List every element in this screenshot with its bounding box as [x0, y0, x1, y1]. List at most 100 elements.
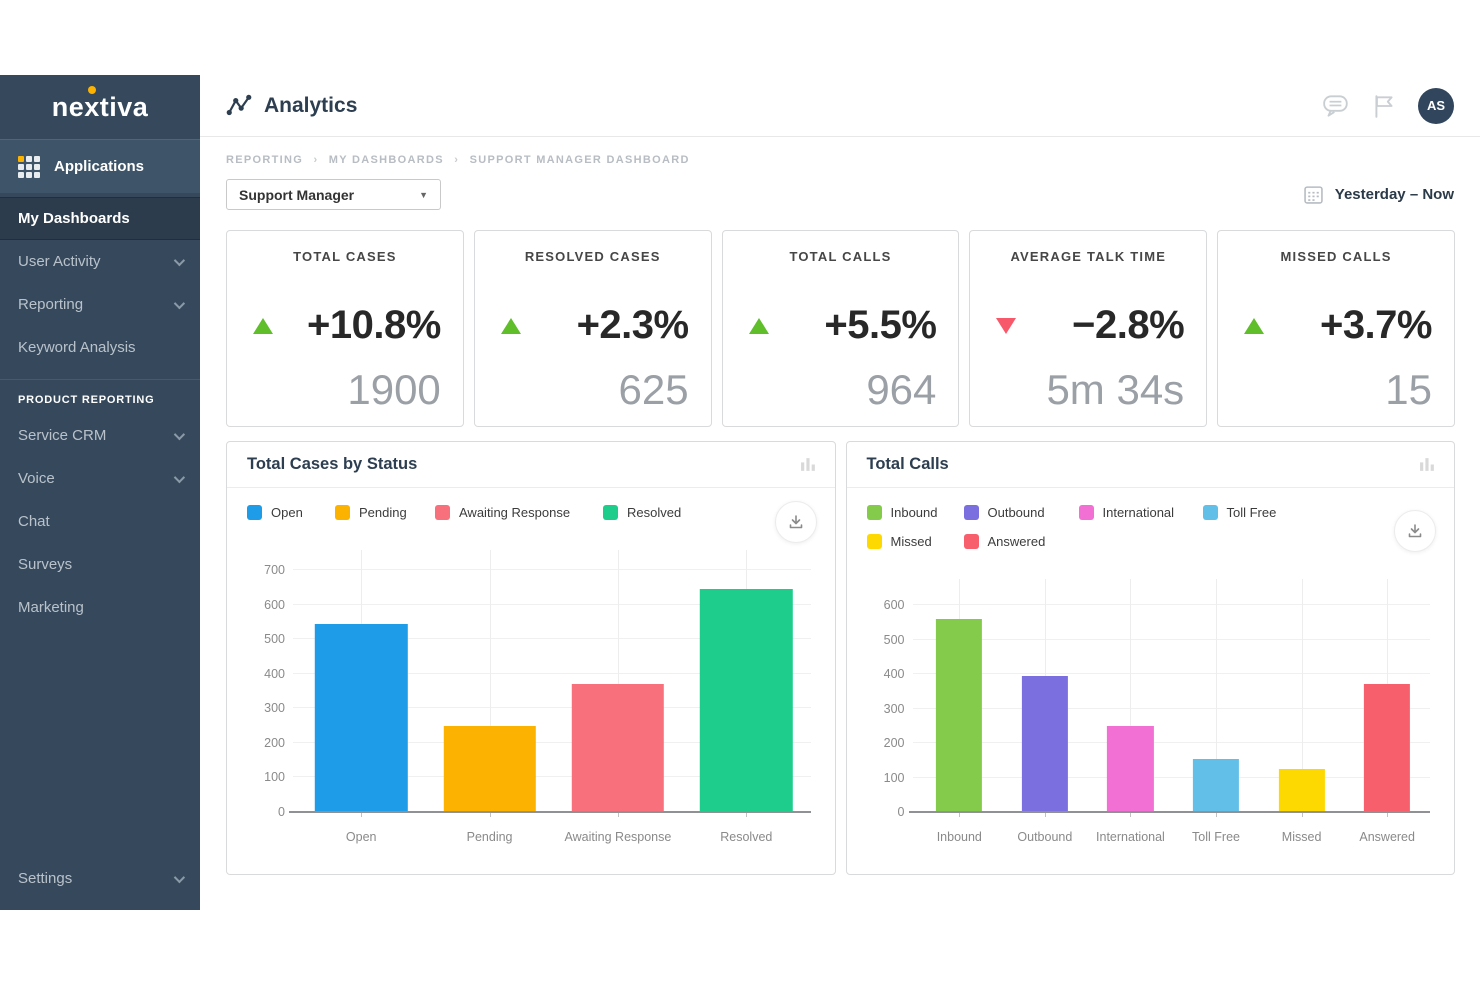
breadcrumb: REPORTING › MY DASHBOARDS › SUPPORT MANA… — [226, 154, 1454, 166]
bar-resolved[interactable] — [700, 589, 793, 812]
legend-item-toll-free[interactable]: Toll Free — [1202, 505, 1435, 520]
chat-bubble-icon[interactable] — [1322, 93, 1350, 119]
sidebar-item-applications[interactable]: Applications — [0, 139, 200, 193]
legend-item-answered[interactable]: Answered — [963, 534, 1079, 549]
x-axis-label: Open — [345, 830, 377, 844]
bar-chart-plot: Inbound Outbound International Toll Free Mis… — [867, 579, 1439, 844]
sidebar-item-reporting[interactable]: Reporting — [0, 283, 200, 326]
sidebar-item-chat[interactable]: Chat — [0, 500, 200, 543]
bar-category-resolved: Resolved — [682, 550, 810, 844]
chevron-down-icon — [173, 428, 186, 440]
topbar-actions: AS — [1322, 87, 1454, 124]
kpi-change: +10.8% — [307, 303, 441, 347]
bar-awaiting-response[interactable] — [571, 684, 665, 812]
legend-swatch — [963, 505, 979, 520]
bar-answered[interactable] — [1364, 684, 1411, 812]
trend-up-icon — [748, 317, 769, 334]
bar-open[interactable] — [314, 623, 408, 812]
legend-item-resolved[interactable]: Resolved — [603, 505, 815, 520]
legend-item-inbound[interactable]: Inbound — [866, 505, 964, 520]
sidebar-item-surveys[interactable]: Surveys — [0, 543, 200, 586]
bar-pending[interactable] — [443, 726, 536, 812]
bar-category-awaiting-response: Awaiting Response — [554, 550, 682, 844]
bar-category-international: International — [1088, 579, 1174, 844]
breadcrumb-item[interactable]: MY DASHBOARDS — [328, 154, 444, 166]
kpi-title: TOTAL CALLS — [789, 249, 892, 264]
x-axis-tick — [489, 812, 491, 817]
legend-item-awaiting-response[interactable]: Awaiting Response — [435, 505, 603, 520]
download-button[interactable] — [1394, 510, 1436, 552]
x-axis-tick — [1387, 812, 1389, 817]
bar-toll-free[interactable] — [1192, 758, 1240, 812]
nav-label: Reporting — [18, 296, 84, 313]
download-button[interactable] — [774, 501, 817, 543]
y-axis-tick-label: 200 — [883, 736, 905, 750]
gridline — [912, 638, 1430, 640]
dashboard-selector-value: Support Manager — [239, 186, 355, 203]
sidebar-item-settings[interactable]: Settings — [0, 857, 200, 900]
gridline — [293, 776, 811, 778]
bar-category-answered: Answered — [1344, 579, 1430, 844]
bar-chart-icon[interactable] — [1419, 456, 1436, 473]
nav-label: My Dashboards — [18, 210, 130, 227]
nav-label: Surveys — [18, 556, 73, 573]
bar-outbound[interactable] — [1021, 675, 1068, 812]
sidebar-item-marketing[interactable]: Marketing — [0, 586, 200, 629]
kpi-change: −2.8% — [1072, 303, 1185, 347]
kpi-value: 625 — [618, 366, 689, 413]
legend-item-open[interactable]: Open — [247, 505, 335, 520]
legend-item-pending[interactable]: Pending — [335, 505, 435, 520]
avatar[interactable]: AS — [1418, 87, 1454, 124]
gridline-vertical — [1130, 579, 1132, 812]
controls-row: Support Manager ▼ Yesterday – Now — [226, 179, 1454, 210]
legend-item-missed[interactable]: Missed — [866, 534, 964, 549]
bar-missed[interactable] — [1278, 768, 1325, 812]
kpi-value: 1900 — [347, 366, 441, 413]
breadcrumb-separator: › — [454, 154, 460, 166]
sidebar-item-voice[interactable]: Voice — [0, 457, 200, 500]
legend-swatch — [247, 505, 262, 520]
bar-category-missed: Missed — [1259, 579, 1345, 844]
kpi-value: 5m 34s — [1046, 366, 1185, 413]
bar-chart-icon[interactable] — [800, 456, 817, 473]
legend-item-international[interactable]: International — [1078, 505, 1203, 520]
kpi-change: +3.7% — [1319, 303, 1433, 347]
legend-label: International — [1102, 505, 1175, 520]
sidebar-item-service-crm[interactable]: Service CRM — [0, 414, 200, 457]
x-axis-label: Missed — [1281, 830, 1322, 844]
legend-swatch — [866, 505, 882, 520]
y-axis-tick-label: 600 — [883, 598, 905, 612]
kpi-change: +5.5% — [824, 303, 937, 347]
sidebar-item-my-dashboards[interactable]: My Dashboards — [0, 197, 200, 240]
nav-label: Marketing — [18, 599, 84, 616]
date-range-picker[interactable]: Yesterday – Now — [1304, 185, 1454, 204]
y-axis-tick-label: 600 — [264, 597, 285, 612]
bar-category-pending: Pending — [425, 550, 553, 844]
chevron-down-icon — [173, 254, 186, 266]
y-axis-tick-label: 100 — [883, 770, 905, 785]
gridline — [912, 776, 1430, 778]
gridline-vertical — [617, 550, 619, 812]
legend-item-outbound[interactable]: Outbound — [963, 505, 1079, 520]
top-bar: Analytics AS — [200, 75, 1480, 137]
nav-label: Service CRM — [18, 427, 107, 444]
gridline — [912, 742, 1430, 743]
legend-swatch — [435, 505, 450, 520]
breadcrumb-item[interactable]: REPORTING — [226, 154, 304, 166]
gridline — [912, 604, 1430, 605]
legend-swatch — [603, 505, 618, 520]
kpi-title: MISSED CALLS — [1280, 249, 1392, 264]
dashboard-selector-dropdown[interactable]: Support Manager ▼ — [226, 179, 441, 210]
trend-down-icon — [996, 317, 1017, 334]
bar-international[interactable] — [1107, 726, 1154, 812]
x-axis-label: Pending — [466, 830, 513, 844]
bar-inbound[interactable] — [936, 618, 983, 812]
sidebar-item-user-activity[interactable]: User Activity — [0, 240, 200, 283]
flag-icon[interactable] — [1372, 93, 1396, 119]
legend-swatch — [1202, 505, 1218, 520]
breadcrumb-item: SUPPORT MANAGER DASHBOARD — [469, 154, 690, 166]
x-axis-baseline — [289, 811, 811, 813]
sidebar-item-keyword-analysis[interactable]: Keyword Analysis — [0, 326, 200, 369]
kpi-card-total-cases: TOTAL CASES +10.8% 1900 — [226, 230, 464, 427]
